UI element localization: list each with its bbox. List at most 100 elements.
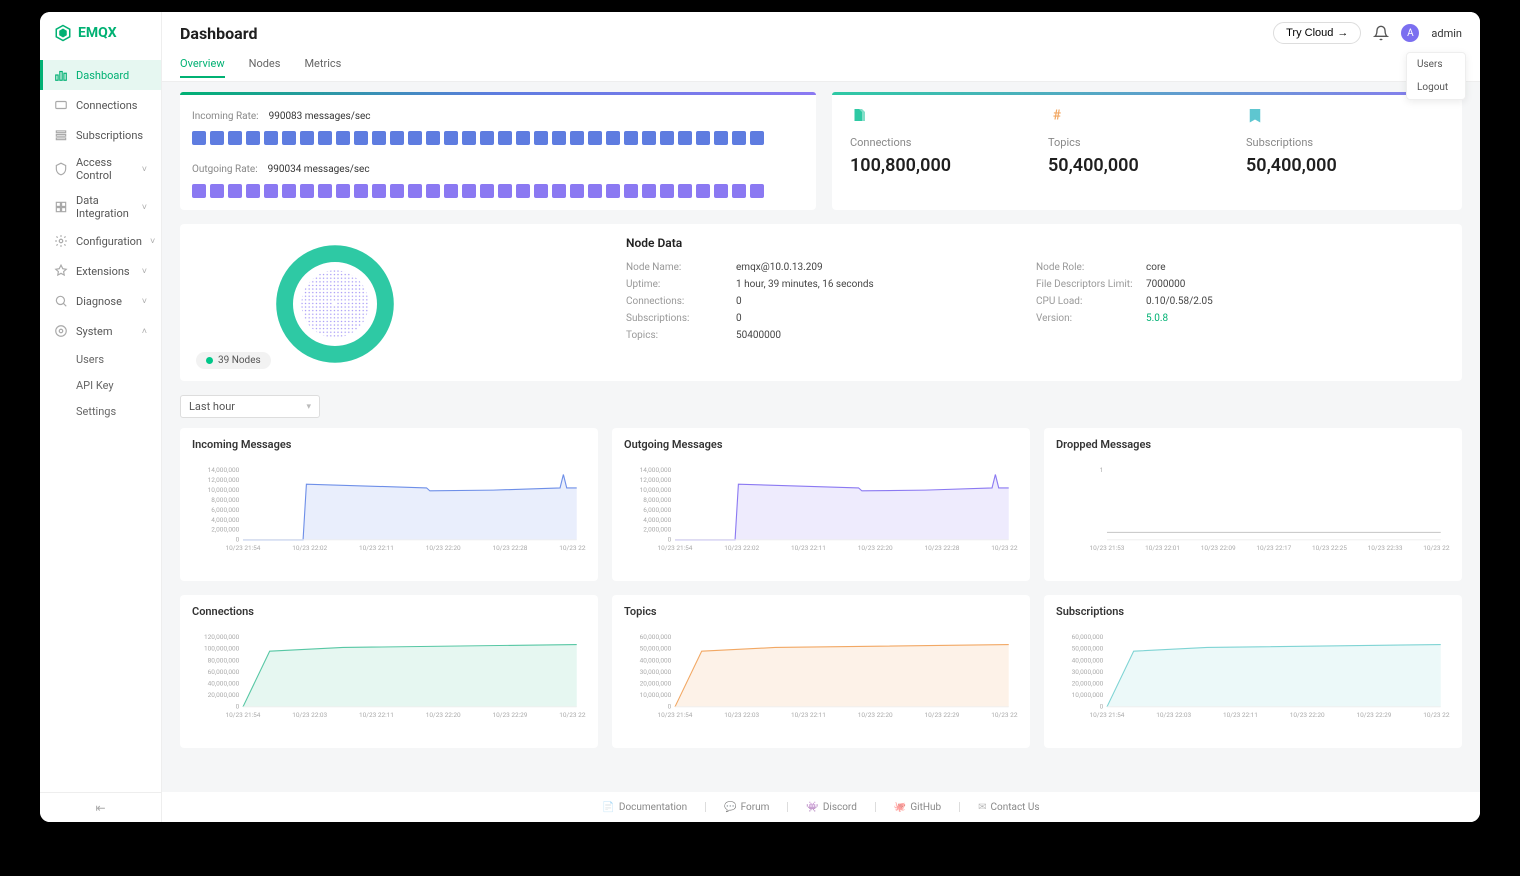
svg-text:6,000,000: 6,000,000 [211,506,239,514]
sidebar-item-data-integration[interactable]: Data Integration˅ [40,188,161,226]
node-data-title: Node Data [626,236,1036,250]
footer-link-discord[interactable]: 👾Discord [806,802,856,813]
svg-text:#: # [1053,108,1061,124]
connections-icon [54,98,68,112]
topbar: Dashboard Try Cloud→ A admin UsersLogout [162,12,1480,54]
logo[interactable]: EMQX [40,12,161,54]
chevron-down-icon: ˅ [150,236,155,247]
tab-nodes[interactable]: Nodes [249,57,281,78]
sidebar-item-configuration[interactable]: Configuration˅ [40,226,161,256]
sidebar-subitem-api-key[interactable]: API Key [40,372,161,398]
tab-overview[interactable]: Overview [180,57,225,78]
dashboard-icon [54,68,68,82]
svg-text:4,000,000: 4,000,000 [643,516,671,524]
incoming-blocks [192,131,804,145]
stat-subscriptions: Subscriptions50,400,000 [1246,106,1444,196]
svg-text:10/23 22:28: 10/23 22:28 [493,544,528,552]
sidebar-item-system[interactable]: System˄ [40,316,161,346]
svg-text:8,000,000: 8,000,000 [211,496,239,504]
gradient-bar [180,92,816,95]
svg-text:10/23 22:01: 10/23 22:01 [1145,544,1180,552]
logo-text: EMQX [78,25,117,41]
chart-incoming-messages: Incoming Messages14,000,00012,000,00010,… [180,428,598,581]
svg-text:10/23 22:29: 10/23 22:29 [1357,711,1392,719]
time-range-select[interactable]: Last hour▾ [180,395,320,418]
svg-text:10/23 22:38: 10/23 22:38 [559,711,586,719]
hash-icon: # [1048,106,1066,124]
tabs: Overview Nodes Metrics [162,54,1480,82]
svg-text:10/23 22:28: 10/23 22:28 [925,544,960,552]
chart-topics: Topics60,000,00050,000,00040,000,00030,0… [612,595,1030,748]
sidebar-item-dashboard[interactable]: Dashboard [40,60,161,90]
svg-text:10/23 21:53: 10/23 21:53 [1090,544,1125,552]
incoming-rate-label: Incoming Rate: [192,111,259,122]
outgoing-rate-value: 990034 messages/sec [268,164,370,175]
svg-text:0: 0 [236,703,240,711]
user-menu-logout[interactable]: Logout [1407,76,1465,99]
footer-link-github[interactable]: 🐙GitHub [894,802,941,813]
svg-text:10,000,000: 10,000,000 [640,691,672,699]
integration-icon [54,200,68,214]
svg-text:1: 1 [1100,466,1104,474]
stats-card: Connections100,800,000#Topics50,400,000S… [832,92,1462,210]
svg-text:10/23 21:54: 10/23 21:54 [226,711,261,719]
collapse-sidebar-button[interactable]: ⇤ [40,792,161,822]
avatar[interactable]: A [1401,24,1419,42]
svg-text:10/23 22:11: 10/23 22:11 [359,544,394,552]
user-menu: UsersLogout [1406,52,1466,100]
system-icon [54,324,68,338]
footer-link-forum[interactable]: 💬Forum [724,802,769,813]
svg-text:40,000,000: 40,000,000 [208,679,240,687]
chevron-down-icon: ˅ [142,202,147,213]
notifications-icon[interactable] [1373,25,1389,41]
svg-text:120,000,000: 120,000,000 [204,633,240,641]
svg-text:80,000,000: 80,000,000 [208,656,240,664]
svg-text:10/23 22:03: 10/23 22:03 [724,711,759,719]
svg-text:30,000,000: 30,000,000 [640,668,672,676]
sidebar-item-access-control[interactable]: Access Control˅ [40,150,161,188]
conn-icon [850,106,868,124]
footer-link-documentation[interactable]: 📄Documentation [602,802,687,813]
svg-text:10/23 21:54: 10/23 21:54 [1090,711,1125,719]
svg-text:10/23 22:02: 10/23 22:02 [724,544,759,552]
chart-subscriptions: Subscriptions60,000,00050,000,00040,000,… [1044,595,1462,748]
sidebar-subitem-users[interactable]: Users [40,346,161,372]
nodes-donut-chart [275,244,395,364]
svg-text:10/23 22:03: 10/23 22:03 [292,711,327,719]
outgoing-rate-label: Outgoing Rate: [192,164,258,175]
svg-text:6,000,000: 6,000,000 [643,506,671,514]
sidebar-subitem-settings[interactable]: Settings [40,398,161,424]
svg-text:10/23 22:33: 10/23 22:33 [1368,544,1403,552]
svg-text:10/23 21:54: 10/23 21:54 [226,544,261,552]
sidebar-item-subscriptions[interactable]: Subscriptions [40,120,161,150]
sidebar-item-extensions[interactable]: Extensions˅ [40,256,161,286]
tab-metrics[interactable]: Metrics [304,57,341,78]
svg-text:2,000,000: 2,000,000 [211,526,239,534]
svg-text:10/23 22:02: 10/23 22:02 [292,544,327,552]
svg-text:10/23 22:20: 10/23 22:20 [858,544,893,552]
stat-topics: #Topics50,400,000 [1048,106,1246,196]
svg-text:8,000,000: 8,000,000 [643,496,671,504]
svg-text:14,000,000: 14,000,000 [208,466,240,474]
svg-text:40,000,000: 40,000,000 [640,656,672,664]
user-menu-users[interactable]: Users [1407,53,1465,76]
svg-text:10,000,000: 10,000,000 [1072,691,1104,699]
svg-text:20,000,000: 20,000,000 [1072,679,1104,687]
try-cloud-button[interactable]: Try Cloud→ [1273,22,1361,44]
footer-link-contact-us[interactable]: ✉Contact Us [978,802,1039,813]
svg-text:50,000,000: 50,000,000 [1072,645,1104,653]
logo-icon [54,24,72,42]
gradient-bar [832,92,1462,95]
page-title: Dashboard [180,24,257,43]
svg-text:2,000,000: 2,000,000 [643,526,671,534]
svg-text:60,000,000: 60,000,000 [640,633,672,641]
nodes-badge[interactable]: 39 Nodes [196,352,271,369]
svg-text:20,000,000: 20,000,000 [640,679,672,687]
sidebar-item-connections[interactable]: Connections [40,90,161,120]
username[interactable]: admin [1431,27,1462,40]
svg-text:10/23 22:20: 10/23 22:20 [426,544,461,552]
svg-text:10/23 22:38: 10/23 22:38 [1423,711,1450,719]
access-icon [54,162,68,176]
chevron-down-icon: ˅ [142,164,147,175]
sidebar-item-diagnose[interactable]: Diagnose˅ [40,286,161,316]
